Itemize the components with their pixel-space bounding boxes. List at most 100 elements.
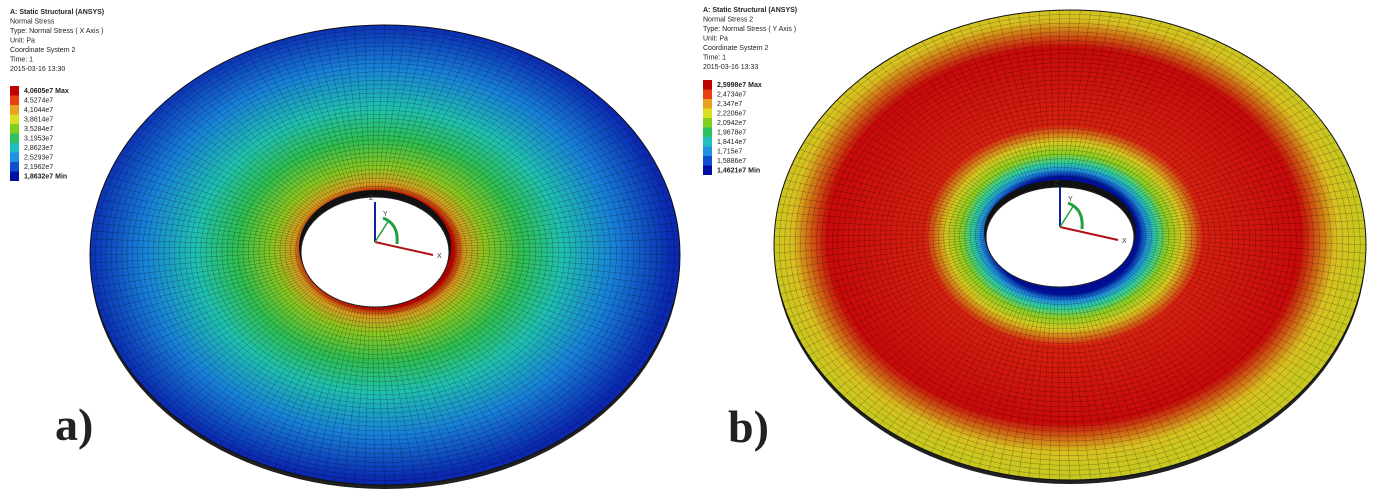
mesh-spoke <box>774 233 987 238</box>
mesh-ring <box>927 136 1199 339</box>
mesh-spoke <box>448 238 680 247</box>
mesh-spoke <box>431 285 612 404</box>
mesh-spoke <box>94 259 303 296</box>
mesh-spoke <box>424 290 583 427</box>
mesh-spoke <box>372 25 375 196</box>
mesh-ring <box>969 171 1152 300</box>
mesh-spoke <box>446 191 669 236</box>
mesh-spoke <box>313 303 358 479</box>
mesh-ring <box>248 152 507 351</box>
mesh-spoke <box>397 302 477 474</box>
mesh-spoke <box>448 251 680 264</box>
mesh-spoke <box>353 304 368 484</box>
mesh-spoke <box>1049 10 1056 186</box>
mesh-spoke <box>416 295 551 446</box>
mesh-ring <box>784 18 1355 471</box>
mesh-ring <box>779 14 1361 476</box>
mesh-spoke <box>392 303 457 479</box>
header-line: 2015-03-16 13:33 <box>703 64 758 71</box>
mesh-spoke <box>119 273 309 357</box>
mesh-ring <box>168 88 594 418</box>
mesh-spoke <box>1107 64 1261 197</box>
mesh-spoke <box>1109 70 1269 199</box>
mesh-spoke <box>1094 279 1210 453</box>
mesh-spoke <box>1129 251 1349 326</box>
mesh-spoke <box>788 172 990 220</box>
mesh-spoke <box>818 120 998 209</box>
mesh-spoke <box>978 21 1038 188</box>
mesh-ring <box>885 101 1245 378</box>
mesh-ring <box>110 41 658 468</box>
mesh-spoke <box>98 263 304 311</box>
header-line: 2015-03-16 13:30 <box>10 66 65 73</box>
mesh-spoke <box>140 280 314 384</box>
mesh-spoke <box>864 75 1009 200</box>
legend-swatch <box>10 143 19 153</box>
legend-swatch <box>703 137 712 147</box>
mesh-spoke <box>1118 265 1304 390</box>
mesh-ring <box>147 71 617 436</box>
mesh-spoke <box>1070 284 1112 478</box>
mesh-spoke <box>429 286 605 410</box>
mesh-spoke <box>237 297 339 455</box>
mesh-spoke <box>407 48 515 201</box>
mesh-spoke <box>1122 120 1322 209</box>
mesh-spoke <box>1119 106 1310 206</box>
mesh-ring <box>911 123 1216 354</box>
legend-swatch <box>10 133 19 143</box>
mesh-spoke <box>94 214 303 241</box>
mesh-ring <box>116 46 652 463</box>
mesh-spoke <box>774 236 987 254</box>
mesh-spoke <box>379 304 406 485</box>
mesh-spoke <box>1130 250 1352 318</box>
mesh-spoke <box>1132 245 1360 295</box>
header-line: Unit: Pa <box>10 38 35 45</box>
mesh-spoke <box>978 282 1038 469</box>
mesh-spoke <box>387 304 437 482</box>
mesh-spoke <box>1130 172 1352 220</box>
legend-swatch <box>703 165 712 175</box>
mesh-spoke <box>420 293 567 437</box>
mesh-ring <box>975 176 1146 295</box>
legend-swatch <box>703 80 712 90</box>
hole <box>300 196 450 308</box>
panel: Z Y X A: Static Structural (ANSYS) Normal St… <box>10 9 681 489</box>
mesh-spoke <box>940 33 1028 191</box>
mesh-spoke <box>443 270 659 342</box>
header-line: Time: 1 <box>703 55 726 62</box>
mesh-ring <box>226 135 531 369</box>
mesh-spoke <box>264 44 346 200</box>
mesh-spoke <box>887 274 1015 431</box>
triad-label: Z <box>369 195 374 202</box>
mesh-ring <box>200 114 559 391</box>
mesh-spoke <box>788 250 990 318</box>
mesh-spoke <box>774 228 987 232</box>
mesh-spoke <box>392 31 457 197</box>
mesh-spoke <box>1122 261 1322 370</box>
mesh-spoke <box>447 214 676 241</box>
mesh-spoke <box>778 203 988 227</box>
mesh-spoke <box>1114 87 1291 202</box>
mesh-spoke <box>429 100 605 214</box>
legend-label: 1,8414e7 <box>717 139 746 146</box>
header-line: A: Static Structural (ANSYS) <box>10 9 104 16</box>
mesh-spoke <box>1125 258 1332 356</box>
mesh-spoke <box>255 299 343 462</box>
header-line: Type: Normal Stress ( X Axis ) <box>10 28 103 35</box>
mesh-spoke <box>1121 113 1316 208</box>
mesh-spoke <box>1059 284 1071 481</box>
mesh-spoke <box>90 253 302 272</box>
mesh-spoke <box>1049 284 1056 480</box>
mesh-spoke <box>1116 266 1297 397</box>
mesh-spoke <box>930 37 1026 191</box>
mesh-spoke <box>1080 19 1152 188</box>
mesh-spoke <box>1008 283 1045 475</box>
mesh-spoke <box>1089 280 1191 460</box>
axis-y <box>374 219 390 243</box>
mesh-ring <box>142 67 623 441</box>
mesh-spoke <box>195 291 328 432</box>
mesh-spoke <box>397 36 477 198</box>
mesh-spoke <box>795 156 992 217</box>
mesh-spoke <box>813 127 997 211</box>
mesh-spoke <box>283 38 350 199</box>
